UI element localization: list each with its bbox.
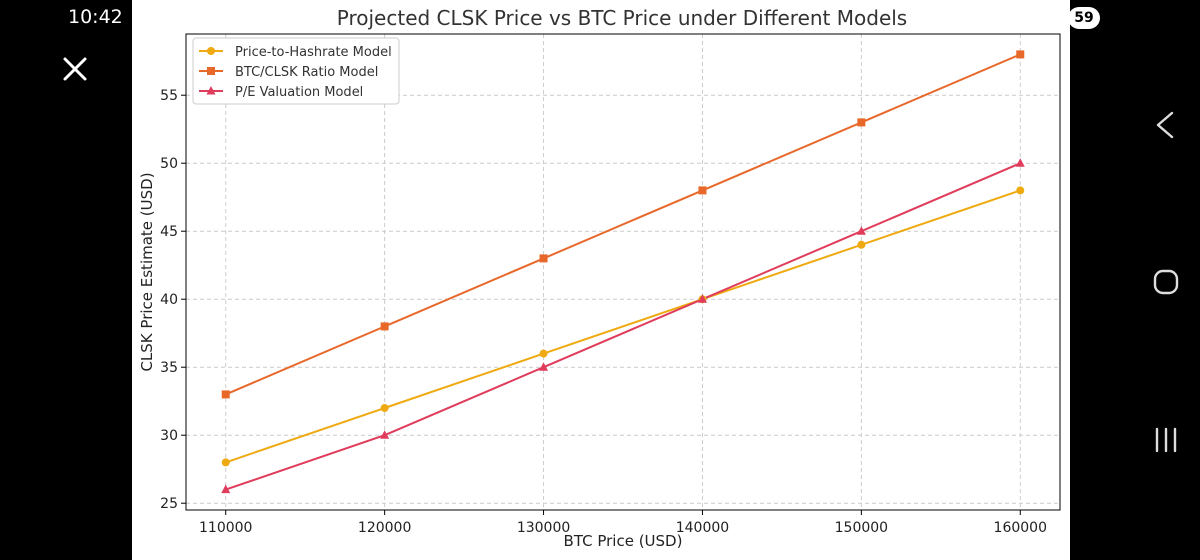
data-point-series-2 [539, 254, 548, 263]
data-point-series-3 [221, 484, 231, 494]
data-point-series-2 [698, 186, 707, 195]
data-point-series-3 [856, 226, 866, 235]
y-tick-label: 25 [160, 496, 178, 512]
legend-label-2: BTC/CLSK Ratio Model [235, 65, 378, 80]
legend-marker-2 [207, 67, 215, 75]
grid-lines [186, 34, 1060, 510]
plot-frame [185, 33, 1061, 511]
legend-box [192, 37, 400, 105]
notification-badge: 59 [1068, 7, 1100, 29]
legend: Price-to-Hashrate Model BTC/CLSK Ratio Mo… [192, 37, 400, 105]
y-tick-labels: 25 30 35 40 45 50 55 [160, 88, 186, 512]
data-point-series-3 [1015, 158, 1025, 167]
data-point-series-1 [1016, 186, 1025, 195]
series-line-3 [225, 162, 1021, 491]
data-point-series-2 [380, 322, 389, 331]
legend-label-1: Price-to-Hashrate Model [235, 45, 392, 60]
close-button[interactable] [58, 52, 92, 86]
back-icon [1156, 111, 1174, 139]
x-axis-label: BTC Price (USD) [564, 532, 683, 550]
chart-title: Projected CLSK Price vs BTC Price under … [337, 6, 907, 30]
x-tick-label: 120000 [358, 520, 411, 536]
data-point-series-1 [221, 458, 230, 467]
series-lines [225, 53, 1021, 491]
chart-container: Projected CLSK Price vs BTC Price under … [132, 0, 1070, 560]
data-point-series-1 [539, 349, 548, 358]
y-tick-label: 40 [160, 292, 178, 308]
y-tick-label: 35 [160, 360, 178, 376]
y-tick-label: 55 [160, 88, 178, 104]
data-point-series-2 [857, 118, 866, 127]
close-icon [63, 57, 87, 81]
x-tick-label: 160000 [994, 520, 1047, 536]
left-system-bar [0, 0, 132, 560]
data-point-series-3 [697, 294, 707, 303]
legend-marker-3 [206, 86, 216, 95]
data-point-series-3 [380, 430, 390, 439]
series-line-2 [225, 53, 1021, 396]
data-point-series-1 [857, 240, 866, 249]
line-chart: Projected CLSK Price vs BTC Price under … [138, 6, 1061, 550]
data-point-series-2 [221, 390, 230, 399]
y-tick-label: 50 [160, 156, 178, 172]
home-icon [1153, 269, 1179, 295]
data-point-series-3 [539, 362, 549, 371]
data-point-series-1 [380, 404, 389, 412]
x-tick-label: 150000 [835, 520, 888, 536]
series-markers [221, 50, 1025, 494]
x-tick-label: 140000 [676, 520, 729, 536]
home-button[interactable] [1150, 266, 1182, 298]
x-tick-labels: 110000 120000 130000 140000 150000 160000 [199, 510, 1047, 536]
right-navigation-bar [1070, 0, 1200, 560]
status-time: 10:42 [68, 6, 123, 28]
y-tick-label: 45 [160, 224, 178, 240]
recent-apps-icon [1155, 427, 1177, 453]
recent-apps-button[interactable] [1150, 424, 1182, 456]
x-tick-label: 110000 [199, 520, 252, 536]
y-tick-label: 30 [160, 428, 178, 444]
legend-label-3: P/E Valuation Model [235, 85, 363, 100]
x-tick-label: 130000 [517, 520, 570, 536]
series-line-1 [225, 189, 1021, 464]
legend-marker-1 [207, 47, 215, 55]
data-point-series-2 [1016, 50, 1025, 59]
back-button[interactable] [1150, 108, 1182, 142]
y-axis-label: CLSK Price Estimate (USD) [138, 172, 156, 371]
